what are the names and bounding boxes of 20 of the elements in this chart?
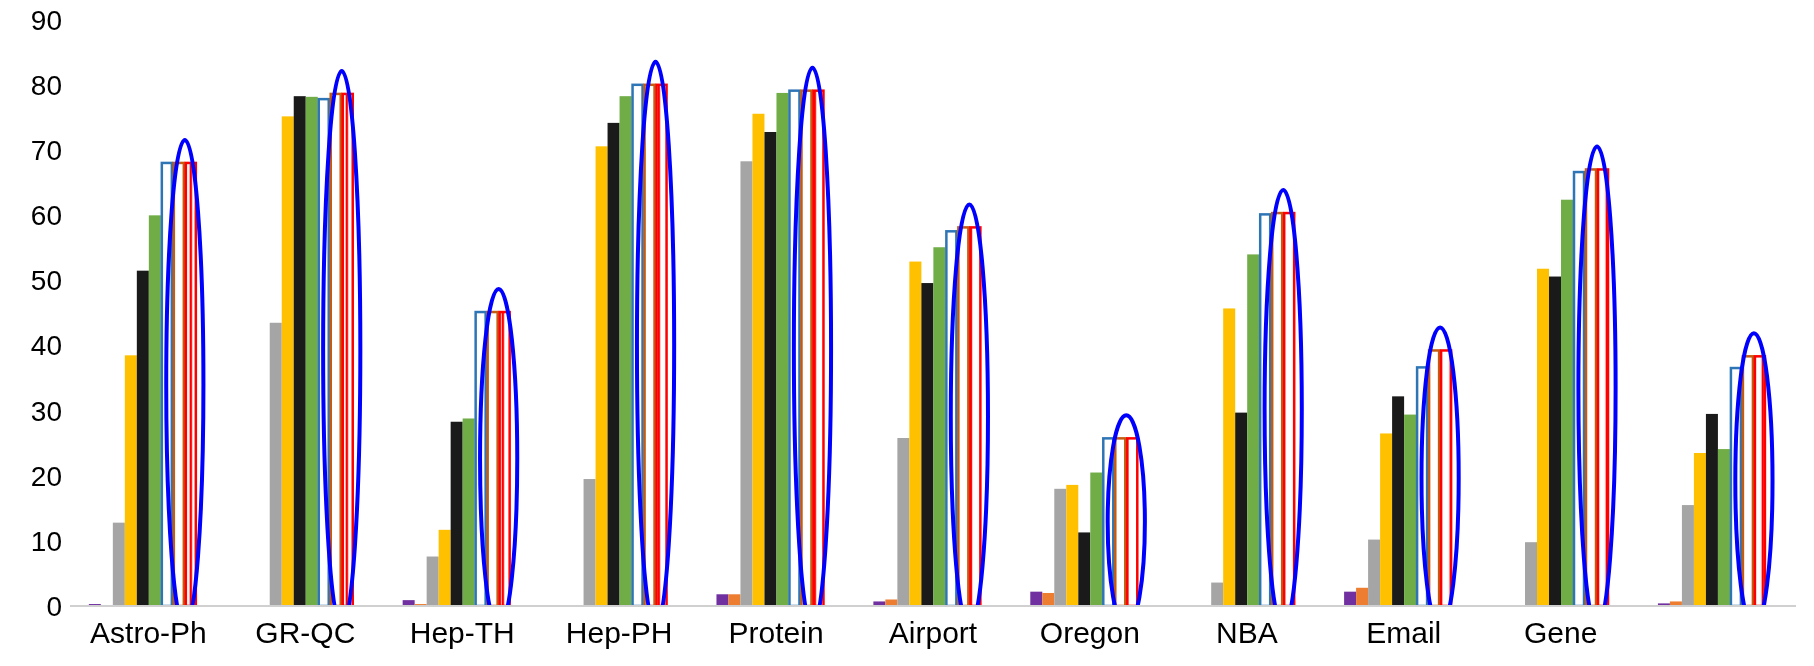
x-tick-label: Protein — [728, 616, 824, 650]
x-tick-label: NBA — [1215, 616, 1278, 650]
x-tick-label: Airport — [888, 616, 978, 650]
x-tick-label: Email — [1366, 616, 1442, 650]
y-tick-label: 80 — [30, 70, 62, 102]
x-tick-label: Hep-PH — [565, 616, 673, 650]
y-tick-label: 30 — [30, 395, 62, 427]
y-tick-label: 40 — [30, 330, 62, 362]
y-tick-label: 50 — [30, 265, 62, 297]
x-tick-label: Gene — [1523, 616, 1598, 650]
y-tick-label: 0 — [46, 590, 62, 622]
y-tick-label: 10 — [30, 525, 62, 557]
x-tick-label: Hep-TH — [409, 616, 515, 650]
y-tick-label: 70 — [30, 135, 62, 167]
x-tick-label: GR-QC — [255, 616, 356, 650]
y-tick-label: 60 — [30, 200, 62, 232]
y-tick-label: 90 — [30, 4, 62, 36]
y-tick-label: 20 — [30, 460, 62, 492]
x-tick-label: Oregon — [1039, 616, 1140, 650]
x-tick-label: Astro-Ph — [90, 616, 207, 650]
